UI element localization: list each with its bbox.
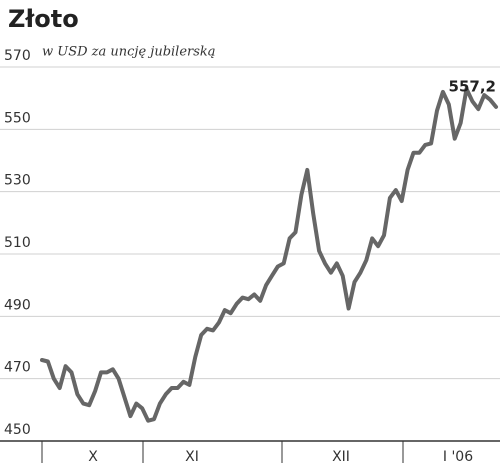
x-tick-label: X [88,449,98,465]
y-tick-label: 570 [4,48,31,64]
y-tick-label: 470 [4,360,31,376]
x-tick-label: XI [185,449,199,465]
y-tick-label: 550 [4,110,31,126]
y-tick-label: 450 [4,422,31,438]
y-tick-label: 530 [4,173,31,189]
chart-title: Złoto [8,5,79,33]
x-tick-label: I '06 [443,449,473,465]
price-line [40,86,498,423]
y-tick-label: 510 [4,235,31,251]
x-tick-label: XII [332,449,350,465]
value-annotation: 557,2 [449,77,496,95]
y-tick-label: 490 [4,297,31,313]
chart-subtitle: w USD za uncję jubilerską [42,45,216,60]
